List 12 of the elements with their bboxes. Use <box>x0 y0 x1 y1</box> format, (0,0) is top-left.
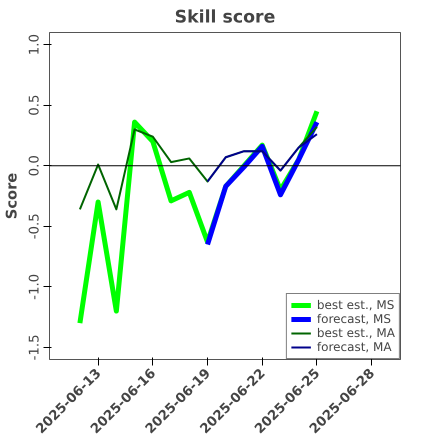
y-tick-label: 0.0 <box>28 155 42 176</box>
legend-label: best est., MS <box>316 298 394 312</box>
y-tick-label: 0.5 <box>28 94 42 116</box>
legend-label: forecast, MS <box>316 312 392 326</box>
legend-label: best est., MA <box>316 326 395 340</box>
y-tick-label: -1.0 <box>28 274 42 300</box>
y-axis-title: Score <box>4 172 20 220</box>
chart-title: Skill score <box>174 8 276 28</box>
y-tick-label: 1.0 <box>28 34 42 56</box>
y-tick-label: -0.5 <box>28 213 42 240</box>
y-tick-label: -1.5 <box>28 334 42 360</box>
legend-label: forecast, MA <box>316 340 392 354</box>
